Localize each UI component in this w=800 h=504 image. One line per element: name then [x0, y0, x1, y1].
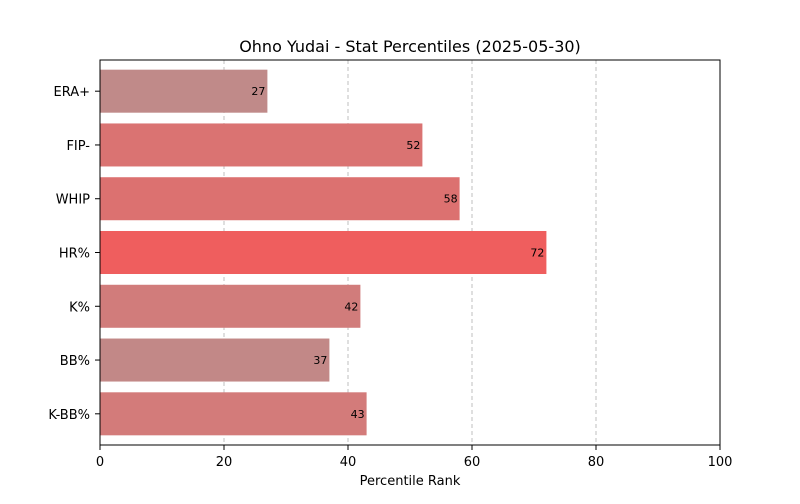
data-label: 43: [351, 408, 365, 421]
x-axis-label: Percentile Rank: [360, 474, 461, 489]
chart-title: Ohno Yudai - Stat Percentiles (2025-05-3…: [239, 37, 581, 56]
bar-k: [100, 284, 361, 328]
y-tick-label: K%: [69, 300, 90, 315]
bars: [100, 69, 547, 436]
y-axis-ticks: ERA+ FIP- WHIP HR% K% BB% K-BB%: [48, 85, 100, 423]
x-tick-label: 100: [708, 455, 733, 470]
x-tick-label: 20: [216, 455, 233, 470]
y-tick-label: FIP-: [66, 139, 90, 154]
y-tick-label: K-BB%: [48, 408, 90, 423]
bar-k-bb: [100, 392, 367, 436]
data-label: 27: [251, 85, 265, 98]
y-tick-label: ERA+: [53, 85, 90, 100]
y-tick-label: BB%: [60, 354, 90, 369]
bar-hr: [100, 230, 547, 275]
data-label: 58: [444, 193, 458, 206]
x-tick-label: 60: [464, 455, 481, 470]
data-label: 37: [313, 354, 327, 367]
data-label: 52: [406, 139, 420, 152]
data-labels: 27 52 58 72 42 37 43: [251, 85, 544, 421]
bar-whip: [100, 177, 460, 221]
bar-fip: [100, 123, 423, 167]
x-tick-label: 0: [96, 455, 104, 470]
data-label: 72: [530, 247, 544, 260]
x-axis-ticks: 0 20 40 60 80 100: [96, 445, 733, 470]
x-tick-label: 40: [340, 455, 357, 470]
y-tick-label: HR%: [59, 247, 90, 262]
bar-era: [100, 69, 268, 113]
x-tick-label: 80: [588, 455, 605, 470]
bar-bb: [100, 338, 330, 382]
data-label: 42: [344, 300, 358, 313]
y-tick-label: WHIP: [56, 193, 90, 208]
